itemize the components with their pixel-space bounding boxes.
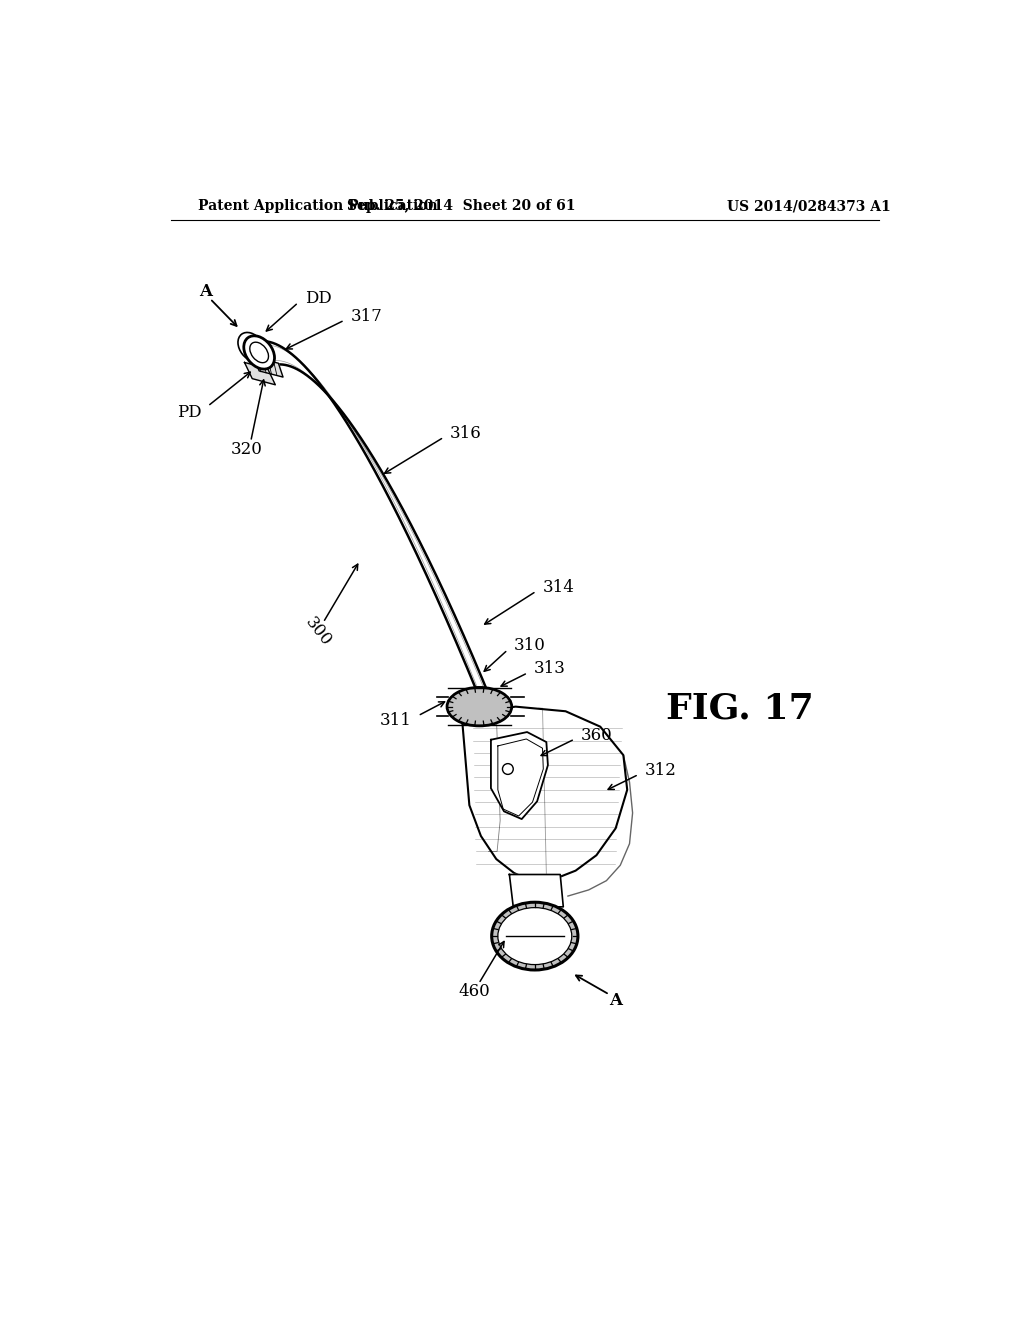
Text: 313: 313 bbox=[535, 660, 566, 677]
Ellipse shape bbox=[244, 335, 274, 370]
Text: 316: 316 bbox=[451, 425, 482, 442]
Text: DD: DD bbox=[304, 290, 332, 308]
Polygon shape bbox=[462, 706, 628, 880]
Polygon shape bbox=[258, 341, 499, 719]
Text: 311: 311 bbox=[380, 711, 412, 729]
Ellipse shape bbox=[492, 903, 578, 970]
Polygon shape bbox=[490, 733, 548, 818]
Text: 312: 312 bbox=[645, 762, 677, 779]
Text: A: A bbox=[199, 282, 212, 300]
Text: 300: 300 bbox=[301, 614, 334, 649]
Ellipse shape bbox=[250, 342, 268, 363]
Text: Sep. 25, 2014  Sheet 20 of 61: Sep. 25, 2014 Sheet 20 of 61 bbox=[347, 199, 575, 213]
Text: PD: PD bbox=[177, 404, 202, 421]
Text: Patent Application Publication: Patent Application Publication bbox=[199, 199, 438, 213]
Text: 314: 314 bbox=[543, 578, 574, 595]
Ellipse shape bbox=[447, 688, 512, 726]
Polygon shape bbox=[437, 697, 447, 715]
Polygon shape bbox=[245, 363, 275, 385]
Text: A: A bbox=[609, 993, 623, 1010]
Polygon shape bbox=[254, 358, 283, 378]
Text: FIG. 17: FIG. 17 bbox=[666, 692, 813, 726]
Text: 310: 310 bbox=[514, 638, 546, 655]
Text: 460: 460 bbox=[459, 983, 490, 1001]
Text: 320: 320 bbox=[230, 441, 263, 458]
Polygon shape bbox=[509, 874, 563, 907]
Circle shape bbox=[503, 763, 513, 775]
Ellipse shape bbox=[238, 333, 265, 362]
Text: US 2014/0284373 A1: US 2014/0284373 A1 bbox=[727, 199, 891, 213]
Text: 317: 317 bbox=[351, 308, 383, 325]
Ellipse shape bbox=[498, 908, 571, 965]
Polygon shape bbox=[511, 697, 524, 715]
Text: 360: 360 bbox=[581, 726, 612, 743]
